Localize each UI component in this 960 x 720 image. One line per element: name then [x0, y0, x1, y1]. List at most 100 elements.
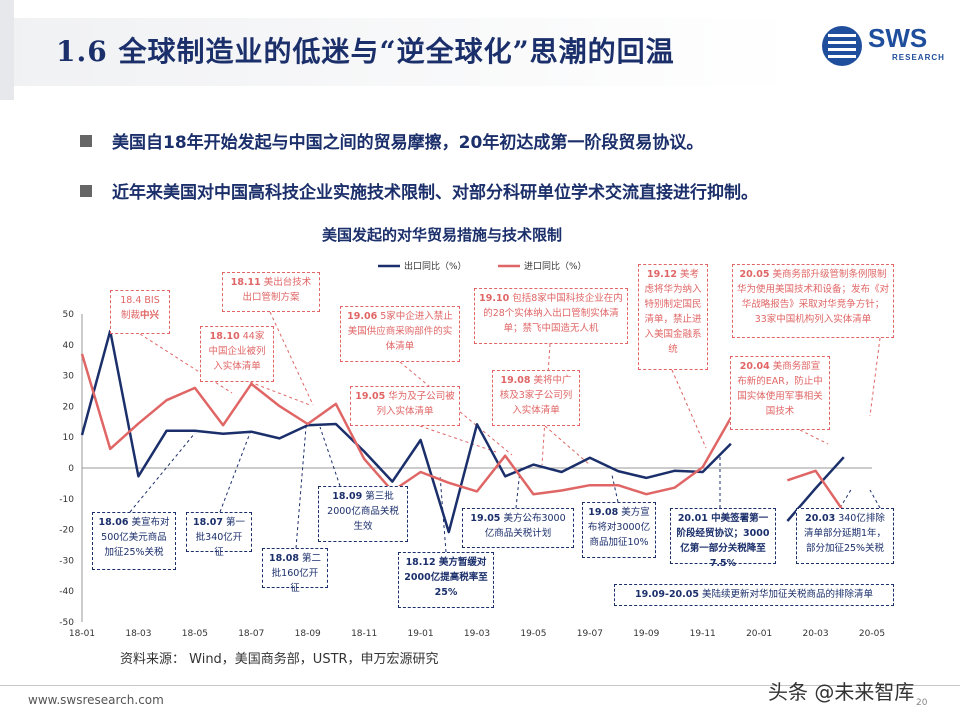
annotation-date: 18.11 [230, 277, 261, 288]
annotation-leader [839, 487, 853, 509]
annotation-text: 美商务部宣布新的EAR，防止中国实体使用军事相关国技术 [737, 361, 823, 417]
annotation-leader [419, 425, 497, 453]
y-tick-label: 30 [63, 372, 75, 382]
bullet-2: 近年来美国对中国高科技企业实施技术限制、对部分科研单位学术交流直接进行抑制。 [80, 178, 758, 203]
annotation-1811: 18.11 美出台技术出口管制方案 [222, 272, 320, 312]
annotation-leader [219, 432, 251, 513]
x-tick-label: 18-09 [295, 629, 321, 639]
bullet-2-text: 近年来美国对中国高科技企业实施技术限制、对部分科研单位学术交流直接进行抑制。 [112, 183, 758, 203]
y-tick-label: -30 [59, 556, 74, 566]
annotation-1806: 18.06 美宣布对500亿美元商品加征25%关税 [92, 512, 176, 570]
bullet-square-icon [80, 185, 92, 197]
source-note: 资料来源： Wind，美国商务部，USTR，申万宏源研究 [120, 652, 439, 667]
annotation-leader [869, 489, 881, 509]
annotation-date: 20.05 [739, 269, 770, 280]
annotation-1905b: 19.05 美方公布3000亿商品关税计划 [462, 508, 574, 548]
annotation-date: 19.10 [479, 293, 510, 304]
logo-subtext: RESEARCH [892, 53, 945, 62]
annotation-text: 第二批160亿开征 [271, 553, 322, 594]
x-tick-label: 20-01 [746, 629, 772, 639]
legend-label: 进口同比（%） [524, 260, 587, 272]
annotation-2001: 20.01 中美签署第一阶段经贸协议；3000亿第一部分关税降至7.5% [670, 508, 776, 569]
annotation-text: 美出台技术出口管制方案 [242, 277, 312, 303]
page-number: 20 [916, 698, 928, 708]
annotation-text: 美商务部升级管制条例限制华为使用美国技术和设备；发布《对华战略报告》采取对华竞争… [737, 269, 890, 325]
x-tick-label: 20-03 [802, 629, 828, 639]
annotation-1912: 19.12 美考虑将华为纳入特别制定国民清单，禁止进入美国金融系统 [638, 264, 708, 370]
annotation-date: 19.08 [588, 507, 619, 518]
x-tick-label: 19-11 [690, 629, 716, 639]
footer-divider [0, 685, 960, 686]
annotation-text: 美考虑将华为纳入特别制定国民清单，禁止进入美国金融系统 [644, 269, 702, 355]
bullet-square-icon [80, 135, 92, 147]
title-bar: 1.6 全球制造业的低迷与“逆全球化”思潮的回温 SWS RESEARCH [0, 0, 960, 100]
annotation-date: 20.03 [805, 513, 836, 524]
x-tick-label: 18-07 [238, 629, 264, 639]
annotation-text: 华为及子公司被列入实体清单 [376, 391, 455, 417]
annotation-text: 44家中国企业被列入实体清单 [208, 331, 266, 372]
annotation-1807: 18.07 第一批340亿开征 [186, 512, 252, 558]
title-corner-accent [0, 0, 14, 100]
x-tick-label: 18-01 [69, 629, 95, 639]
annotation-date: 19.06 [347, 311, 378, 322]
annotation-date: 18.06 [98, 517, 129, 528]
annotation-leader [139, 333, 233, 394]
annotation-date: 18.10 [209, 331, 240, 342]
x-tick-label: 18-03 [125, 629, 151, 639]
annotation-text: 美将中广核及3家子公司列入实体清单 [499, 375, 573, 416]
annotation-leader [611, 474, 619, 503]
annotation-text: 包括8家中国科技企业在内的28个实体纳入出口管制实体清单；禁飞中国造无人机 [483, 293, 623, 334]
annotation-leader [295, 426, 307, 549]
annotation-1808: 18.08 第二批160亿开征 [262, 548, 328, 594]
annotation-date: 19.08 [500, 375, 531, 386]
sws-logo-icon [822, 26, 862, 66]
annotation-date: 18.09 [332, 491, 363, 502]
annotation-2003: 20.03 340亿排除清单部分延期1年，部分加征25%关税 [796, 508, 894, 564]
chart-title: 美国发起的对华贸易措施与技术限制 [322, 226, 563, 244]
y-tick-label: 40 [63, 341, 75, 351]
annotation-text: BIS [141, 295, 160, 306]
annotation-date: 18.12 [405, 557, 436, 568]
annotation-text: 美方宣布将对3000亿商品加征10% [587, 507, 651, 548]
annotation-leader [869, 337, 881, 417]
annotation-text: 美宣布对500亿美元商品加征25%关税 [101, 517, 170, 558]
legend-label: 出口同比（%） [404, 260, 467, 272]
logo-text: SWS [868, 23, 928, 53]
annotation-date: 19.12 [646, 269, 678, 280]
y-tick-label: -20 [59, 526, 74, 536]
x-tick-label: 19-07 [577, 629, 603, 639]
annotation-date: 19.09-20.05 [634, 589, 699, 600]
annotation-1908b: 19.08 美方宣布将对3000亿商品加征10% [582, 502, 656, 558]
series-line [787, 469, 845, 513]
annotation-1905r: 19.05 华为及子公司被列入实体清单 [350, 386, 460, 426]
annotation-text: 美方公布3000亿商品关税计划 [484, 513, 566, 539]
annotation-1812: 18.12 美方暂缓对2000亿提高税率至25% [398, 552, 494, 608]
annotation-1906: 19.06 5家中企进入禁止美国供应商采购部件的实体清单 [340, 306, 460, 362]
annotation-1810: 18.10 44家中国企业被列入实体清单 [200, 326, 274, 382]
y-tick-label: 50 [63, 310, 75, 320]
annotation-1809: 18.09 第三批2000亿商品关税生效 [318, 486, 408, 542]
y-tick-label: 20 [63, 402, 75, 412]
x-tick-label: 19-03 [464, 629, 490, 639]
y-tick-label: -50 [59, 618, 74, 628]
annotation-1909: 19.09-20.05 美陆续更新对华加征关税商品的排除清单 [614, 584, 894, 606]
annotation-leader [671, 369, 707, 449]
y-tick-label: -10 [59, 495, 74, 505]
x-tick-label: 18-11 [351, 629, 377, 639]
annotation-text: 第三批2000亿商品关税生效 [327, 491, 399, 532]
watermark: 头条 @未来智库 [768, 680, 915, 704]
annotation-leader [269, 311, 314, 406]
x-tick-label: 19-01 [407, 629, 433, 639]
series-line [80, 353, 732, 496]
x-tick-label: 19-05 [520, 629, 546, 639]
annotation-text: 美陆续更新对华加征关税商品的排除清单 [699, 589, 874, 600]
footer-url: www.swsresearch.com [28, 693, 164, 707]
annotation-text: 第一批340亿开征 [195, 517, 246, 558]
annotation-leader [799, 429, 829, 445]
annotation-1910: 19.10 包括8家中国科技企业在内的28个实体纳入出口管制实体清单；禁飞中国造… [474, 288, 628, 344]
annotation-date: 20.01 [677, 513, 708, 524]
annotation-2004: 20.04 美商务部宣布新的EAR，防止中国实体使用军事相关国技术 [730, 356, 830, 430]
annotation-leader [249, 381, 311, 406]
y-tick-label: 0 [68, 464, 74, 474]
sws-logo: SWS RESEARCH [822, 23, 945, 70]
